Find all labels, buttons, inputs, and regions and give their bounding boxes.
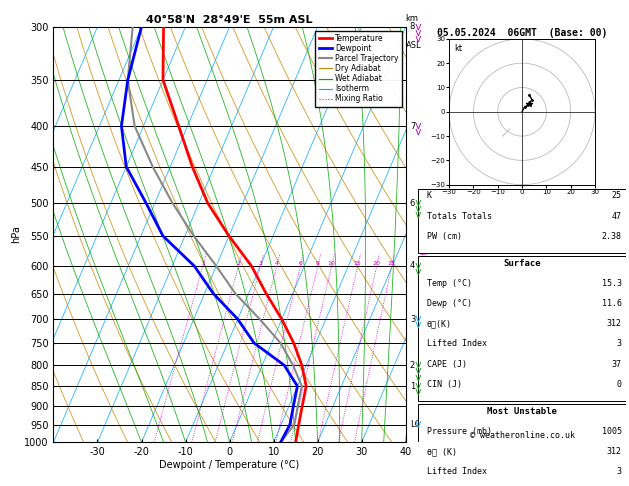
Text: 6: 6 [410, 199, 415, 208]
Text: 4: 4 [410, 261, 415, 270]
Text: 15.3: 15.3 [602, 279, 621, 288]
Text: 4: 4 [275, 261, 279, 266]
Text: 47: 47 [612, 211, 621, 221]
Text: 6: 6 [299, 261, 303, 266]
Text: >: > [412, 374, 421, 382]
Text: 7: 7 [410, 122, 415, 131]
Text: >: > [412, 321, 421, 330]
Legend: Temperature, Dewpoint, Parcel Trajectory, Dry Adiabat, Wet Adiabat, Isotherm, Mi: Temperature, Dewpoint, Parcel Trajectory… [316, 31, 402, 106]
Text: 11.6: 11.6 [602, 299, 621, 308]
Text: >: > [412, 420, 421, 429]
Text: Temp (°C): Temp (°C) [426, 279, 472, 288]
Text: 8: 8 [316, 261, 320, 266]
Bar [418, 404, 626, 486]
X-axis label: Dewpoint / Temperature (°C): Dewpoint / Temperature (°C) [160, 460, 299, 470]
Text: 1: 1 [201, 261, 205, 266]
Text: 25: 25 [388, 261, 396, 266]
Text: Lifted Index: Lifted Index [426, 467, 487, 476]
Text: kt: kt [454, 44, 462, 53]
Text: >: > [412, 268, 421, 276]
Text: km: km [406, 14, 419, 22]
Text: θᴄ (K): θᴄ (K) [426, 447, 457, 456]
Text: Lifted Index: Lifted Index [426, 339, 487, 348]
Text: Pressure (mb): Pressure (mb) [426, 427, 492, 436]
Text: Totals Totals: Totals Totals [426, 211, 492, 221]
Text: 3: 3 [410, 314, 415, 324]
Text: >: > [412, 262, 421, 270]
Text: CAPE (J): CAPE (J) [426, 360, 467, 368]
Text: >: > [412, 388, 421, 397]
Title: 40°58'N  28°49'E  55m ASL: 40°58'N 28°49'E 55m ASL [147, 15, 313, 25]
Text: >: > [412, 315, 421, 323]
Text: >: > [412, 35, 421, 43]
Text: CIN (J): CIN (J) [426, 380, 462, 389]
Text: 1005: 1005 [602, 427, 621, 436]
Text: LCL: LCL [410, 420, 425, 429]
Text: 2.38: 2.38 [602, 232, 621, 241]
Text: 05.05.2024  06GMT  (Base: 00): 05.05.2024 06GMT (Base: 00) [437, 28, 607, 38]
Text: 0: 0 [616, 380, 621, 389]
Text: 15: 15 [353, 261, 362, 266]
Bar [418, 189, 626, 253]
Text: © weatheronline.co.uk: © weatheronline.co.uk [470, 431, 574, 440]
Text: >: > [412, 23, 421, 31]
Text: Most Unstable: Most Unstable [487, 407, 557, 416]
Text: 1: 1 [410, 382, 415, 391]
Bar [418, 256, 626, 401]
Text: >: > [412, 199, 421, 207]
Text: >: > [412, 361, 421, 369]
Text: Dewp (°C): Dewp (°C) [426, 299, 472, 308]
Text: 10: 10 [328, 261, 336, 266]
Text: >: > [412, 205, 421, 213]
Text: 2: 2 [237, 261, 240, 266]
Text: 37: 37 [612, 360, 621, 368]
Text: >: > [412, 367, 421, 376]
Text: >: > [412, 382, 421, 390]
Text: 3: 3 [616, 339, 621, 348]
Text: K: K [426, 191, 431, 200]
Text: 25: 25 [612, 191, 621, 200]
Text: 8: 8 [410, 22, 415, 31]
Text: 312: 312 [607, 319, 621, 328]
Text: θᴄ(K): θᴄ(K) [426, 319, 452, 328]
Text: 3: 3 [616, 467, 621, 476]
Y-axis label: hPa: hPa [11, 226, 21, 243]
Text: >: > [412, 122, 421, 130]
Text: PW (cm): PW (cm) [426, 232, 462, 241]
Text: 3: 3 [259, 261, 262, 266]
Text: ASL: ASL [406, 41, 421, 50]
Text: 312: 312 [607, 447, 621, 456]
Text: Mixing Ratio (g/kg): Mixing Ratio (g/kg) [421, 219, 430, 292]
Text: 2: 2 [410, 361, 415, 370]
Text: Surface: Surface [503, 259, 541, 268]
Text: >: > [412, 128, 421, 136]
Text: >: > [412, 29, 421, 37]
Text: 20: 20 [373, 261, 381, 266]
Text: >: > [412, 211, 421, 220]
